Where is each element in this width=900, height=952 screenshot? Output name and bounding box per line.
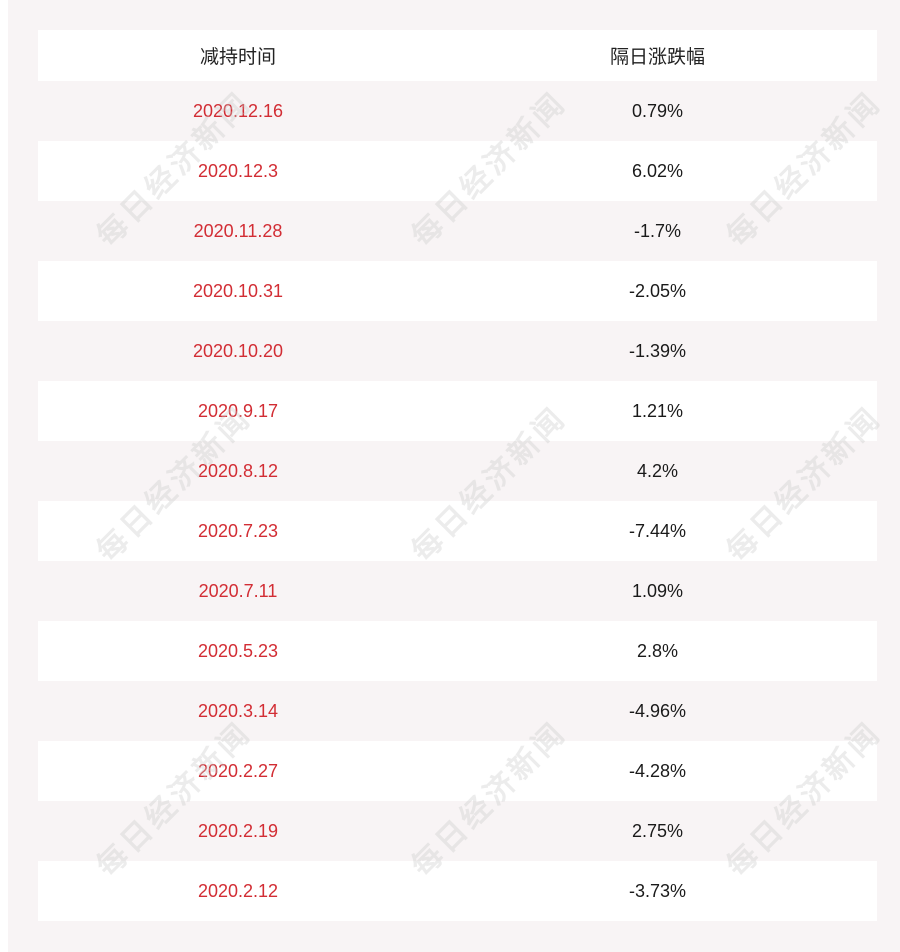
row-date: 2020.11.28 [193,220,283,241]
table-row: 2020.5.23 2.8% [38,621,877,681]
row-date: 2020.7.23 [197,520,279,541]
header-date: 减持时间 [199,46,276,68]
table-row: 2020.7.11 1.09% [38,561,877,621]
table-row: 2020.12.3 6.02% [38,141,877,201]
row-date: 2020.2.19 [197,820,279,841]
table-row: 2020.10.20 -1.39% [38,321,877,381]
row-change: 2.75% [631,820,684,841]
row-change: -4.28% [628,760,687,781]
table-body: 2020.12.16 0.79% 2020.12.3 6.02% 2020.11.28 -… [38,81,877,921]
row-change: -1.39% [628,340,687,361]
row-date: 2020.5.23 [197,640,279,661]
header-change: 隔日涨跌幅 [609,46,705,68]
row-date: 2020.7.11 [198,580,278,601]
table-row: 2020.10.31 -2.05% [38,261,877,321]
row-change: -4.96% [628,700,687,721]
row-change: 6.02% [631,160,684,181]
table-header: 减持时间 隔日涨跌幅 [38,30,877,81]
row-date: 2020.9.17 [197,400,279,421]
row-date: 2020.12.16 [192,100,284,121]
row-change: 2.8% [636,640,679,661]
row-date: 2020.10.31 [192,280,284,301]
data-table: 减持时间 隔日涨跌幅 2020.12.16 0.79% 2020.12.3 6.02%… [38,30,877,921]
row-date: 2020.2.27 [197,760,279,781]
row-change: -1.7% [633,220,682,241]
table-row: 2020.2.27 -4.28% [38,741,877,801]
row-date: 2020.10.20 [192,340,284,361]
row-change: -2.05% [628,280,687,301]
row-change: 0.79% [631,100,684,121]
row-date: 2020.8.12 [197,460,279,481]
row-date: 2020.12.3 [197,160,279,181]
row-date: 2020.2.12 [197,880,279,901]
row-change: -3.73% [628,880,687,901]
table-row: 2020.2.12 -3.73% [38,861,877,921]
table-row: 2020.12.16 0.79% [38,81,877,141]
row-change: -7.44% [628,520,687,541]
row-change: 1.21% [631,400,684,421]
row-change: 4.2% [636,460,679,481]
table-row: 2020.11.28 -1.7% [38,201,877,261]
table-row: 2020.2.19 2.75% [38,801,877,861]
table-row: 2020.9.17 1.21% [38,381,877,441]
table-row: 2020.8.12 4.2% [38,441,877,501]
row-change: 1.09% [631,580,684,601]
table-row: 2020.3.14 -4.96% [38,681,877,741]
row-date: 2020.3.14 [197,700,279,721]
table-row: 2020.7.23 -7.44% [38,501,877,561]
